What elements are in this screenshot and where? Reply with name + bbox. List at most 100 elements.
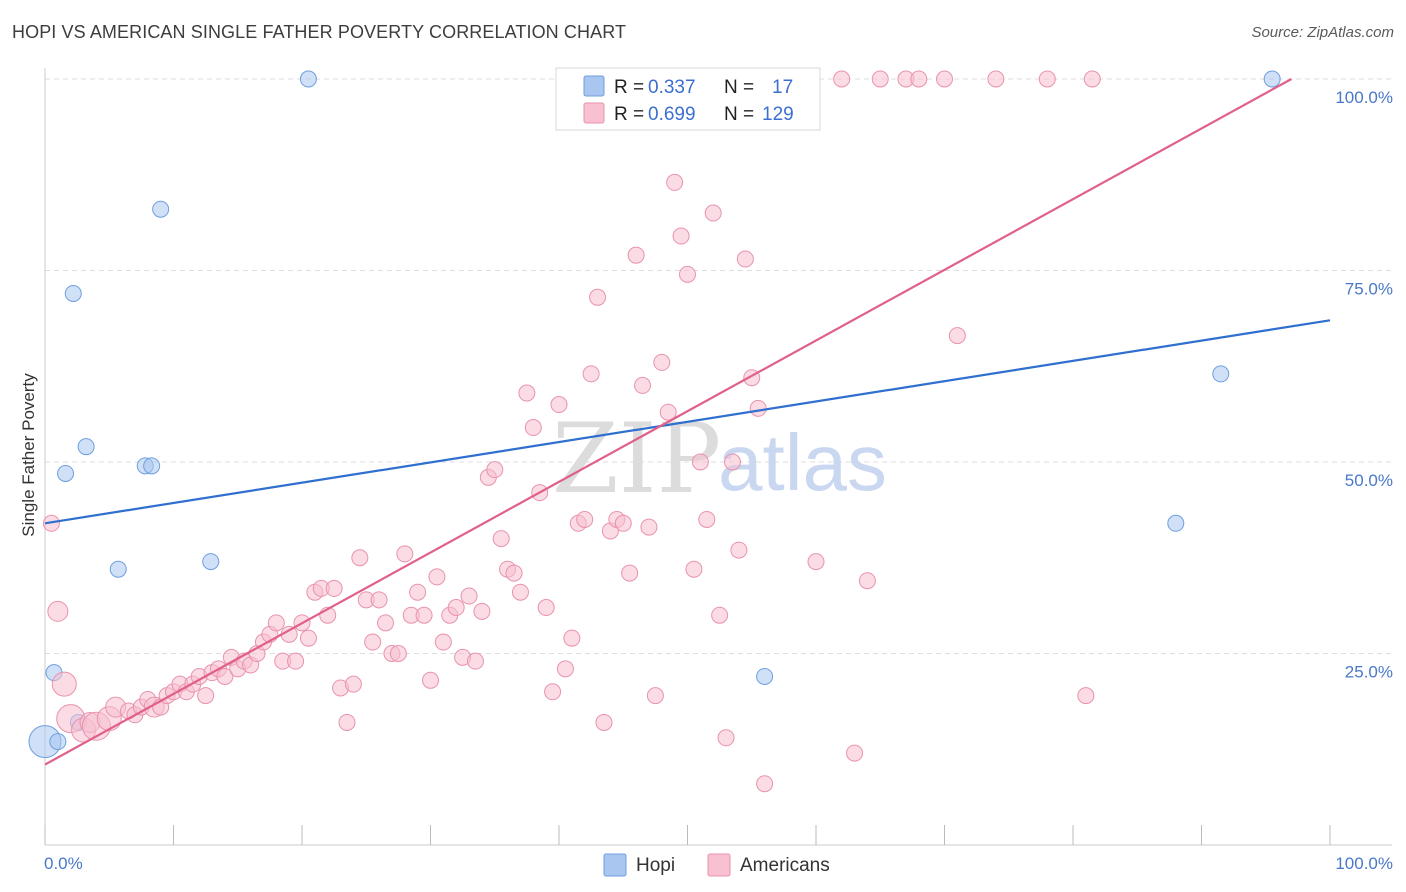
point-americans [987,70,1005,88]
point-americans [544,683,562,701]
point-americans [691,453,709,471]
legend-n-value-hopi: 17 [772,77,793,98]
grid [45,78,1392,654]
point-americans [871,70,889,88]
point-americans [679,265,696,283]
point-americans [364,633,382,651]
point-hopi [202,553,220,571]
point-americans [634,376,652,394]
y-axis-label: Single Father Poverty [19,373,38,537]
point-americans [434,633,452,651]
point-americans [910,70,928,88]
point-americans [595,713,613,731]
point-americans [389,645,407,662]
point-hopi [143,457,161,475]
tick-labels: 25.0% 50.0% 75.0% 100.0% 0.0% 100.0% [44,88,1393,873]
point-americans [589,288,607,306]
point-americans [460,587,478,605]
point-hopi [1167,514,1185,532]
y-tick-label: 100.0% [1335,88,1393,107]
point-americans [344,675,362,693]
point-americans [492,530,510,548]
legend-r-label-hopi: R = [614,77,644,98]
point-americans [736,250,754,268]
y-tick-label: 75.0% [1345,280,1393,299]
point-americans [807,553,825,571]
point-hopi [1212,365,1230,383]
point-americans [948,327,966,345]
legend-bottom: Hopi Americans [603,853,830,877]
legend-top: R = 0.337 N = 17 R = 0.699 N = 129 [555,67,821,131]
trend-line-hopi [44,319,1331,525]
point-americans [730,541,748,559]
point-americans [370,591,388,609]
point-hopi [77,438,95,456]
point-americans [723,453,741,471]
point-americans [711,606,729,624]
point-americans [1083,70,1101,88]
point-americans [640,518,658,536]
point-americans [396,545,414,563]
point-americans [576,510,594,528]
chart-title: HOPI VS AMERICAN SINGLE FATHER POVERTY C… [12,22,627,42]
source-credit: Source: ZipAtlas.com [1251,24,1394,41]
point-americans [846,744,864,762]
legend-n-label-hopi: N = [724,77,754,98]
bottom-legend-americans: Americans [740,855,830,876]
bottom-legend-swatch-americans [707,853,731,877]
point-americans [447,599,465,617]
point-americans [627,246,645,264]
point-americans [833,70,851,88]
point-americans [653,353,671,371]
point-americans [1038,70,1056,88]
point-hopi [109,560,127,578]
point-hopi [152,200,170,218]
x-tick-label: 0.0% [44,854,83,873]
point-americans [550,396,568,414]
y-tick-label: 50.0% [1345,471,1393,490]
point-hopi [57,464,75,482]
point-americans [646,687,664,705]
point-americans [486,461,504,479]
y-tick-label: 25.0% [1345,663,1393,682]
point-americans [415,606,433,624]
point-americans [197,687,215,705]
point-americans [338,713,356,731]
axes [44,68,1392,846]
point-americans [47,600,69,622]
point-americans [556,660,574,678]
point-americans [511,583,529,601]
point-americans [717,729,735,747]
point-americans [428,568,446,586]
trend-lines [44,78,1331,766]
point-americans [704,204,722,222]
point-americans [51,671,77,697]
point-americans [685,560,703,578]
point-hopi [49,733,67,751]
bottom-legend-hopi: Hopi [636,855,675,876]
legend-r-label-americans: R = [614,104,644,125]
legend-n-label-americans: N = [724,104,754,125]
legend-r-value-hopi: 0.337 [648,77,696,98]
point-hopi [756,667,774,685]
point-americans [749,399,767,417]
point-americans [666,173,684,191]
point-americans [614,514,632,532]
point-americans [698,510,716,528]
point-americans [659,403,677,421]
point-hopi [299,70,317,88]
point-americans [672,227,690,245]
point-americans [216,667,234,685]
legend-swatch-americans [583,102,605,124]
point-americans [473,602,491,620]
point-americans [287,652,305,670]
point-americans [377,614,395,632]
point-americans [422,671,439,689]
point-americans [936,70,953,88]
point-americans [518,384,536,402]
point-americans [409,583,427,601]
point-americans [621,564,639,582]
point-hopi [1263,70,1281,88]
x-tick-label: 100.0% [1335,854,1393,873]
